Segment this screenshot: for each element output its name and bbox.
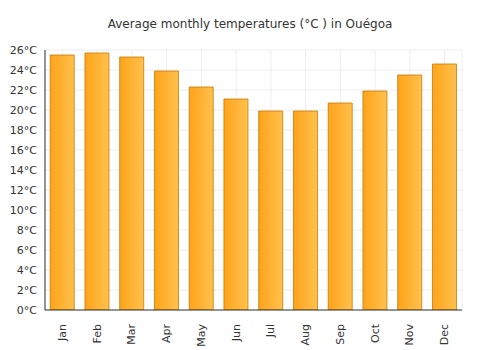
- svg-text:Aug: Aug: [299, 324, 312, 345]
- svg-text:Apr: Apr: [160, 324, 173, 344]
- svg-text:Nov: Nov: [403, 324, 416, 346]
- svg-text:2°C: 2°C: [17, 284, 37, 297]
- svg-text:Mar: Mar: [125, 324, 138, 345]
- svg-text:Jul: Jul: [264, 324, 277, 338]
- svg-text:8°C: 8°C: [17, 224, 37, 237]
- svg-text:0°C: 0°C: [17, 304, 37, 317]
- svg-text:Oct: Oct: [369, 323, 382, 343]
- svg-text:14°C: 14°C: [10, 164, 37, 177]
- svg-text:Feb: Feb: [91, 324, 104, 343]
- svg-text:Jun: Jun: [230, 324, 243, 342]
- svg-text:Sep: Sep: [334, 324, 347, 345]
- svg-text:Jan: Jan: [56, 324, 69, 342]
- svg-text:May: May: [195, 324, 208, 347]
- html-text:Average monthly temperatures (: Average monthly temperatures (°C ) in Ou…: [107, 17, 393, 31]
- svg-text:20°C: 20°C: [10, 104, 37, 117]
- svg-text:Dec: Dec: [438, 324, 451, 345]
- svg-text:10°C: 10°C: [10, 204, 37, 217]
- svg-text:12°C: 12°C: [10, 184, 37, 197]
- svg-text:24°C: 24°C: [10, 64, 37, 77]
- svg-text:26°C: 26°C: [10, 45, 37, 57]
- svg-text:4°C: 4°C: [17, 264, 37, 277]
- svg-text:18°C: 18°C: [10, 124, 37, 137]
- svg-text:6°C: 6°C: [17, 244, 37, 257]
- svg-text:16°C: 16°C: [10, 144, 37, 157]
- svg-text:22°C: 22°C: [10, 84, 37, 97]
